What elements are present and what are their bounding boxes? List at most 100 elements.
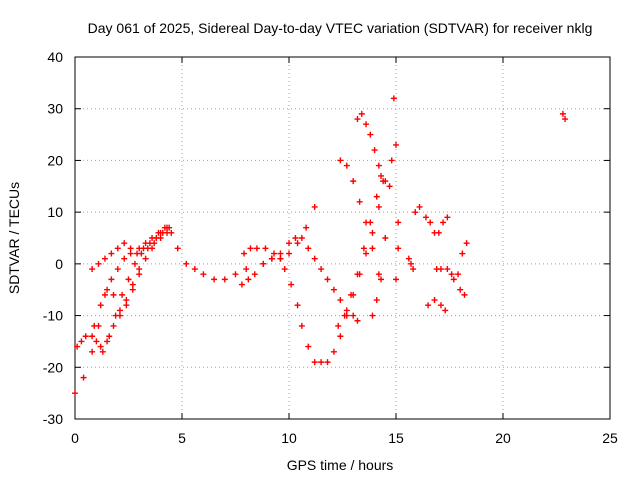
y-tick-label: 20 <box>47 152 63 168</box>
data-point <box>191 266 198 273</box>
data-point <box>463 240 470 247</box>
data-point <box>72 390 78 397</box>
data-point <box>367 131 374 138</box>
data-point <box>343 307 350 314</box>
data-point <box>373 193 380 200</box>
series-arc-g <box>241 245 325 366</box>
y-tick-label: -20 <box>43 359 63 375</box>
data-point <box>318 266 325 273</box>
data-point <box>108 276 115 283</box>
series-arc-e <box>99 224 171 355</box>
data-point <box>461 291 468 298</box>
data-point <box>142 255 149 262</box>
data-point <box>238 281 245 288</box>
data-point <box>412 209 419 216</box>
data-point <box>444 266 451 273</box>
data-point <box>127 250 134 257</box>
data-point <box>360 245 367 252</box>
data-point <box>450 276 457 283</box>
series-arc-s <box>559 110 569 123</box>
x-tick-label: 15 <box>388 430 404 446</box>
data-point <box>93 338 100 345</box>
data-point <box>388 157 395 164</box>
data-point <box>371 147 378 154</box>
data-point <box>369 229 376 236</box>
data-point <box>78 338 85 345</box>
x-tick-label: 10 <box>281 430 297 446</box>
data-point <box>251 271 258 278</box>
data-point <box>110 322 117 329</box>
data-point <box>305 343 312 350</box>
y-tick-label: 0 <box>55 256 63 272</box>
data-point <box>393 276 399 283</box>
data-point <box>311 255 318 262</box>
data-point <box>440 219 447 226</box>
data-point <box>375 271 382 278</box>
data-point <box>129 281 136 288</box>
data-point <box>131 260 138 267</box>
data-point <box>95 260 102 267</box>
data-point <box>305 245 312 252</box>
data-point <box>382 235 389 241</box>
data-marks <box>72 95 569 397</box>
data-point <box>89 266 96 273</box>
data-point <box>101 291 108 298</box>
data-point <box>350 178 357 185</box>
data-point <box>288 281 295 288</box>
series-arc-h <box>260 235 361 324</box>
data-point <box>298 235 305 241</box>
y-tick-label: -30 <box>43 411 63 427</box>
data-point <box>211 276 218 283</box>
data-point <box>380 178 387 185</box>
data-point <box>110 291 117 298</box>
data-point <box>427 219 434 226</box>
y-tick-label: 40 <box>47 49 63 65</box>
data-point <box>337 333 344 340</box>
data-point <box>559 110 566 117</box>
data-point <box>104 286 111 293</box>
data-point <box>350 312 357 319</box>
y-axis-label: SDTVAR / TECUs <box>6 182 22 294</box>
data-point <box>425 302 432 309</box>
data-point <box>91 322 98 329</box>
data-point <box>89 333 96 340</box>
data-point <box>367 219 374 226</box>
series-arc-l <box>354 110 387 185</box>
data-point <box>164 224 171 231</box>
data-point <box>123 297 130 304</box>
plot-frame <box>74 56 611 420</box>
data-point <box>378 276 385 283</box>
data-point <box>324 276 331 283</box>
data-point <box>277 255 284 262</box>
x-axis-label: GPS time / hours <box>287 457 394 473</box>
data-point <box>74 343 81 350</box>
data-point <box>253 245 260 252</box>
data-point <box>294 240 301 247</box>
data-point <box>311 203 318 210</box>
data-point <box>395 219 402 226</box>
y-tick-label: -10 <box>43 308 63 324</box>
data-point <box>459 250 466 257</box>
data-point <box>97 302 104 309</box>
series-arc-n <box>393 141 402 283</box>
data-point <box>245 276 252 283</box>
data-point <box>294 302 301 309</box>
data-point <box>277 250 284 257</box>
data-point <box>416 203 423 210</box>
data-point <box>356 198 363 205</box>
data-point <box>153 235 160 241</box>
data-point <box>157 229 164 236</box>
y-tick-label: 10 <box>47 204 63 220</box>
data-point <box>330 348 337 355</box>
data-point <box>298 322 305 329</box>
data-point <box>363 121 370 128</box>
data-point <box>330 286 337 293</box>
data-point <box>112 312 119 319</box>
data-point <box>324 359 331 366</box>
data-point <box>318 359 325 366</box>
data-point <box>144 245 151 252</box>
series-arc-j <box>337 157 382 278</box>
data-point <box>106 333 113 340</box>
data-point <box>337 157 344 164</box>
